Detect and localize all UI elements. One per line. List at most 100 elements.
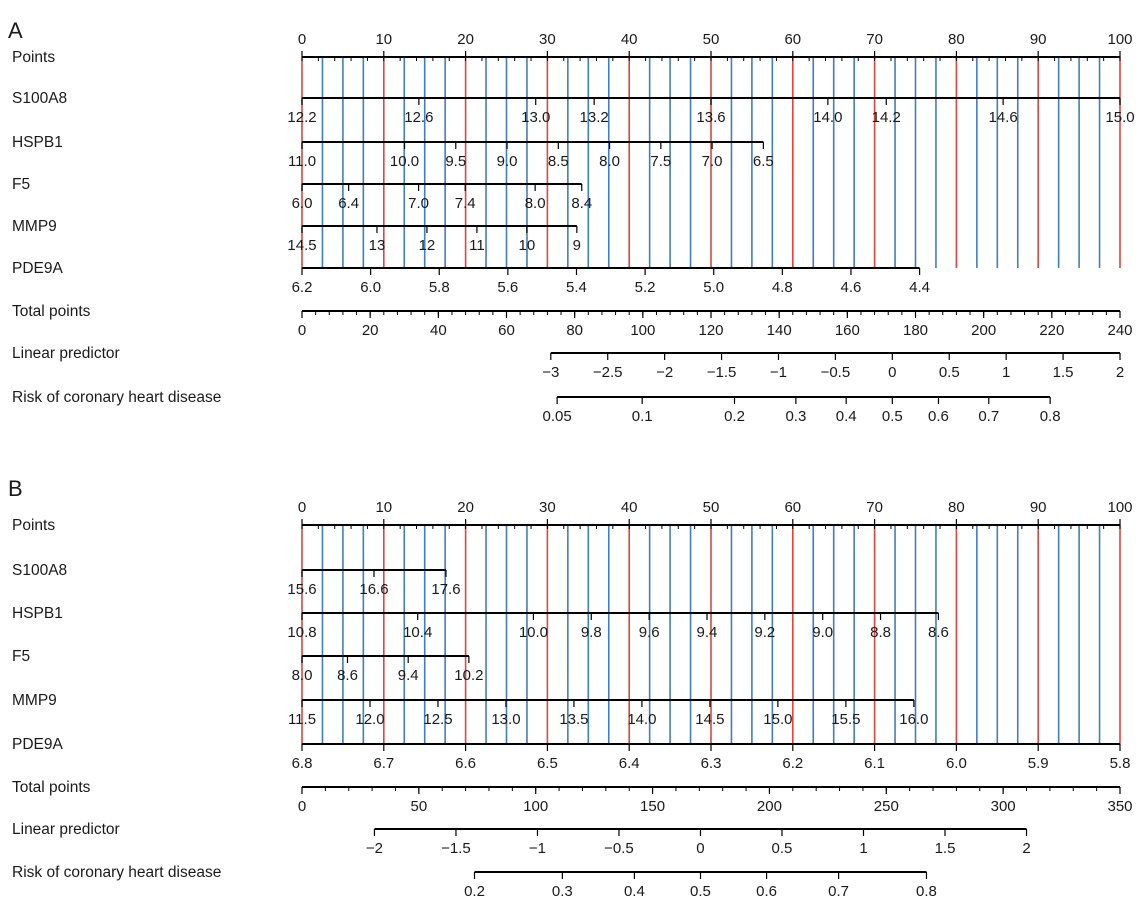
tick-label: 100 — [523, 798, 548, 815]
tick-label: 50 — [703, 499, 720, 516]
row-label: F5 — [12, 176, 30, 193]
tick-label: 50 — [703, 31, 720, 48]
tick-label: 100 — [1107, 31, 1132, 48]
row-points: Points 0 10 20 30 40 50 60 70 80 90 100 — [12, 499, 1133, 534]
tick-label: 10 — [375, 31, 392, 48]
tick-label: 0.1 — [632, 408, 653, 425]
row-risk-of-coronary-heart-disease: Risk of coronary heart disease 0.2 0.3 0.4 0… — [12, 864, 937, 900]
tick-label: 6.7 — [373, 755, 394, 772]
tick-label: 0.3 — [552, 883, 573, 900]
tick-label: 7.0 — [702, 153, 723, 170]
tick-label: 0.4 — [624, 883, 645, 900]
tick-label: −1.5 — [441, 840, 471, 857]
tick-label: 10.0 — [519, 624, 548, 641]
tick-label: 0 — [696, 840, 704, 857]
tick-label: 13.2 — [580, 109, 609, 126]
tick-label: 40 — [621, 499, 638, 516]
tick-label: 5.4 — [566, 279, 587, 296]
tick-label: 30 — [539, 499, 556, 516]
tick-label: 4.6 — [841, 279, 862, 296]
tick-label: 9.4 — [398, 667, 419, 684]
tick-label: −1 — [770, 364, 787, 381]
grid-lines — [301, 57, 1121, 268]
tick-label: 15.0 — [1105, 109, 1134, 126]
row-label: Risk of coronary heart disease — [12, 864, 221, 881]
tick-label: 90 — [1030, 499, 1047, 516]
tick-label: 70 — [866, 31, 883, 48]
row-label: S100A8 — [12, 562, 67, 579]
tick-label: 14.5 — [695, 711, 724, 728]
tick-label: 2 — [1116, 364, 1124, 381]
tick-label: 0 — [298, 499, 306, 516]
tick-label: 180 — [903, 322, 928, 339]
tick-label: 9.8 — [581, 624, 602, 641]
tick-label: 13.6 — [696, 109, 725, 126]
tick-label: 0 — [298, 798, 306, 815]
row-label: S100A8 — [12, 90, 67, 107]
tick-label: 220 — [1039, 322, 1064, 339]
tick-label: 6.4 — [619, 755, 640, 772]
tick-label: 2 — [1022, 840, 1030, 857]
row-label: F5 — [12, 648, 30, 665]
panel-letter: A — [8, 18, 23, 43]
tick-label: 7.4 — [455, 195, 476, 212]
tick-label: −2 — [366, 840, 383, 857]
tick-label: −1.5 — [707, 364, 737, 381]
tick-label: 5.6 — [497, 279, 518, 296]
row-mmp9: MMP9 14.5 13 12 11 10 9 — [12, 218, 581, 254]
tick-label: 14.2 — [872, 109, 901, 126]
tick-label: 12.2 — [287, 109, 316, 126]
tick-label: 15.0 — [763, 711, 792, 728]
tick-label: 200 — [757, 798, 782, 815]
row-label: Points — [12, 49, 55, 66]
tick-label: 12 — [419, 237, 436, 254]
tick-label: 14.0 — [627, 711, 656, 728]
row-label: HSPB1 — [12, 134, 63, 151]
tick-label: 60 — [784, 31, 801, 48]
tick-label: 13.0 — [491, 711, 520, 728]
tick-label: 80 — [948, 31, 965, 48]
tick-label: 8.6 — [337, 667, 358, 684]
row-linear-predictor: Linear predictor −3 −2.5 −2 −1.5 −1 −0.5 0 0.5 1 1… — [12, 345, 1124, 381]
tick-label: 8.0 — [525, 195, 546, 212]
tick-label: 12.5 — [423, 711, 452, 728]
tick-label: 0.8 — [1040, 408, 1061, 425]
row-total-points: Total points 0 50 100 150 200 250 300 350 — [12, 779, 1133, 815]
tick-label: 14.6 — [989, 109, 1018, 126]
tick-label: 6.8 — [292, 755, 313, 772]
tick-label: 0.7 — [828, 883, 849, 900]
tick-label: 9.0 — [812, 624, 833, 641]
row-total-points: Total points 0 20 40 60 80 100 120 140 160 180 200 2… — [12, 303, 1133, 339]
tick-label: 0.2 — [724, 408, 745, 425]
tick-label: 11 — [469, 237, 485, 254]
row-label: Points — [12, 517, 55, 534]
tick-label: 6.1 — [864, 755, 885, 772]
tick-label: 8.0 — [292, 667, 313, 684]
tick-label: 40 — [621, 31, 638, 48]
tick-label: 20 — [362, 322, 379, 339]
tick-label: 50 — [411, 798, 428, 815]
tick-label: 10 — [519, 237, 536, 254]
tick-label: 9.6 — [639, 624, 660, 641]
tick-label: 0 — [888, 364, 896, 381]
tick-label: 6.5 — [753, 153, 774, 170]
row-label: Total points — [12, 303, 91, 320]
tick-label: 13.5 — [559, 711, 588, 728]
tick-label: 6.2 — [782, 755, 803, 772]
tick-label: 100 — [1107, 499, 1132, 516]
tick-label: 0 — [298, 322, 306, 339]
tick-label: 8.8 — [870, 624, 891, 641]
row-label: Risk of coronary heart disease — [12, 389, 221, 406]
tick-label: 9.4 — [697, 624, 718, 641]
tick-label: −3 — [542, 364, 559, 381]
tick-label: 10.8 — [287, 624, 316, 641]
tick-label: 4.4 — [909, 279, 930, 296]
tick-label: 5.2 — [635, 279, 656, 296]
tick-label: 6.3 — [701, 755, 722, 772]
tick-label: 70 — [866, 499, 883, 516]
tick-label: 100 — [630, 322, 655, 339]
tick-label: 0.5 — [690, 883, 711, 900]
